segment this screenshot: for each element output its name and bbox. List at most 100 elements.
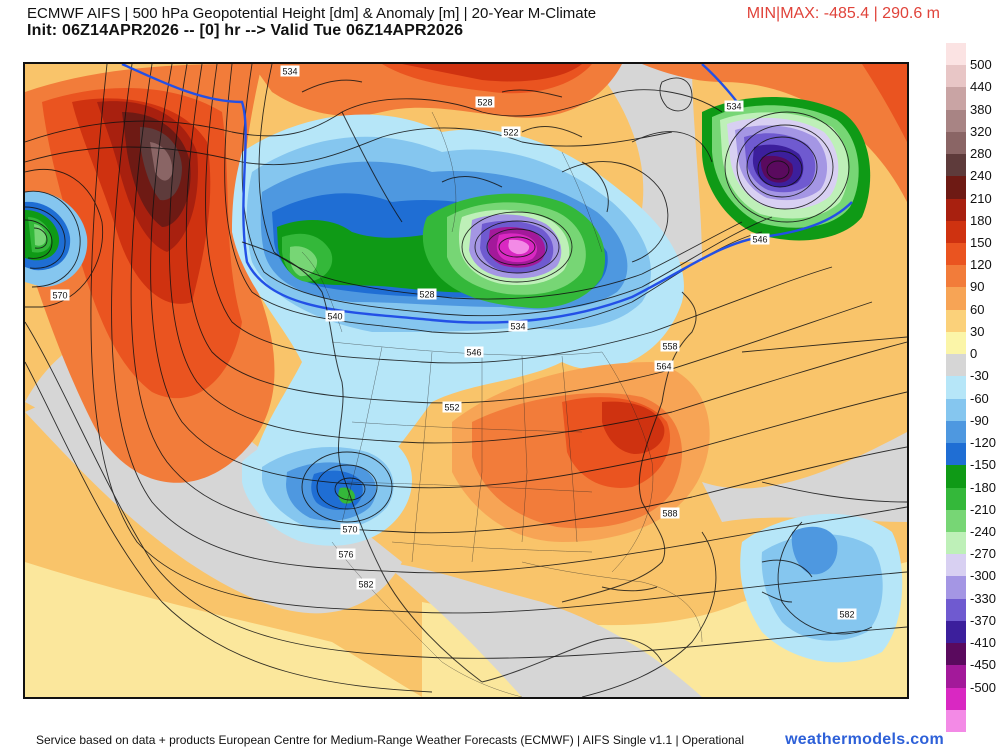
contour-label-box [501, 126, 521, 138]
colorbar-segment [946, 643, 966, 666]
colorbar-segment [946, 398, 966, 422]
colorbar-segment [946, 465, 966, 488]
colorbar-tick-label: 150 [970, 235, 992, 251]
colorbar-segment [946, 109, 966, 133]
colorbar-tick-label: 30 [970, 323, 985, 339]
colorbar-tick-label: -450 [970, 657, 997, 673]
colorbar-segment [946, 665, 966, 689]
contour-label-box [336, 548, 356, 560]
contour-label: 534 [282, 67, 297, 77]
colorbar-tick-label: -500 [970, 679, 997, 695]
colorbar-segment [946, 331, 966, 355]
colorbar-segment [946, 620, 966, 644]
contour-label: 540 [327, 312, 342, 322]
colorbar-tick-label: 500 [970, 57, 992, 73]
colorbar-segment [946, 443, 966, 466]
colorbar-tick-label: 320 [970, 123, 992, 139]
contour-label: 570 [52, 291, 67, 301]
contour-label-box [508, 320, 528, 332]
colorbar-tick-label: -90 [970, 412, 989, 428]
colorbar-segment [946, 554, 966, 577]
colorbar-segment [946, 220, 966, 244]
colorbar-tick-label: -180 [970, 479, 997, 495]
contour-label: 522 [503, 128, 518, 138]
colorbar-tick-label: -270 [970, 546, 997, 562]
contour-label-box [660, 340, 680, 352]
colorbar-tick-label: -370 [970, 612, 997, 628]
colorbar-segment [946, 87, 966, 111]
colorbar-segment [946, 598, 966, 622]
anomaly-map: 534 528 522 534 546 570 528 540 534 546 558 564 552 5… [23, 62, 909, 699]
colorbar-segment [946, 131, 966, 155]
colorbar-tick-label: 380 [970, 101, 992, 117]
colorbar-segment [946, 198, 966, 222]
colorbar-tick-label: 240 [970, 168, 992, 184]
contour-label-box [464, 346, 484, 358]
colorbar-segment [946, 709, 966, 733]
colorbar-segment [946, 309, 966, 333]
colorbar-tick-label: -330 [970, 590, 997, 606]
colorbar-tick-label: 0 [970, 346, 978, 362]
colorbar-segment [946, 420, 966, 444]
colorbar-tick-label: 120 [970, 257, 992, 273]
colorbar-tick-label: 210 [970, 190, 992, 206]
contour-label-box [660, 507, 680, 519]
colorbar-tick-label: -150 [970, 457, 997, 473]
map-title: ECMWF AIFS | 500 hPa Geopotential Height… [27, 5, 597, 22]
contour-label: 570 [342, 525, 357, 535]
colorbar-tick-label: 60 [970, 301, 985, 317]
colorbar-segment [946, 487, 966, 511]
contour-label-box [750, 233, 770, 245]
contour-label: 582 [358, 580, 373, 590]
contour-label: 558 [662, 342, 677, 352]
contour-label: 576 [338, 550, 353, 560]
colorbar-tick-label: 180 [970, 212, 992, 228]
colorbar-tick-label: -30 [970, 368, 989, 384]
colorbar-segment [946, 154, 966, 177]
colorbar-tick-label: -60 [970, 390, 989, 406]
colorbar-tick-label: 440 [970, 79, 992, 95]
contour-label-box [417, 288, 437, 300]
colorbar-segment [946, 687, 966, 711]
contour-label-box [280, 65, 300, 77]
colorbar-segment [946, 265, 966, 288]
min-max-readout: MIN|MAX: -485.4 | 290.6 m [746, 5, 940, 22]
colorbar-segment [946, 287, 966, 311]
contour-label-box [724, 100, 744, 112]
valid-time-subtitle: Init: 06Z14APR2026 -- [0] hr --> Valid T… [27, 22, 464, 39]
colorbar-segment [946, 509, 966, 533]
contour-labels: 534 528 522 534 546 570 528 540 534 546 558 564 552 5… [50, 65, 857, 620]
anomaly-colorbar [946, 43, 966, 733]
brand-link[interactable]: weathermodels.com [785, 731, 944, 748]
colorbar-tick-label: -210 [970, 501, 997, 517]
data-source-footer: Service based on data + products Europea… [36, 733, 745, 747]
contour-label: 528 [477, 98, 492, 108]
colorbar-segment [946, 576, 966, 600]
contour-label-box [356, 578, 376, 590]
colorbar-tick-label: -300 [970, 568, 997, 584]
contour-label-box [475, 96, 495, 108]
colorbar-tick-label: -240 [970, 523, 997, 539]
contour-label: 534 [510, 322, 525, 332]
colorbar-tick-label: -410 [970, 635, 997, 651]
contour-label-box [442, 401, 462, 413]
contour-label-box [325, 310, 345, 322]
contour-label: 534 [726, 102, 741, 112]
contour-label-box [340, 523, 360, 535]
contour-label: 582 [839, 610, 854, 620]
colorbar-segment [946, 531, 966, 555]
colorbar-segment [946, 176, 966, 200]
colorbar-tick-label: 280 [970, 146, 992, 162]
contour-label: 546 [466, 348, 481, 358]
contour-label: 552 [444, 403, 459, 413]
colorbar-segment [946, 354, 966, 377]
contour-label: 528 [419, 290, 434, 300]
colorbar-segment [946, 376, 966, 400]
contour-label-box [837, 608, 857, 620]
contour-label: 546 [752, 235, 767, 245]
contour-label-box [654, 360, 674, 372]
colorbar-segment [946, 43, 966, 66]
map-canvas: 534 528 522 534 546 570 528 540 534 546 558 564 552 5… [25, 64, 907, 697]
colorbar-tick-label: 90 [970, 279, 985, 295]
contour-label-box [50, 289, 70, 301]
